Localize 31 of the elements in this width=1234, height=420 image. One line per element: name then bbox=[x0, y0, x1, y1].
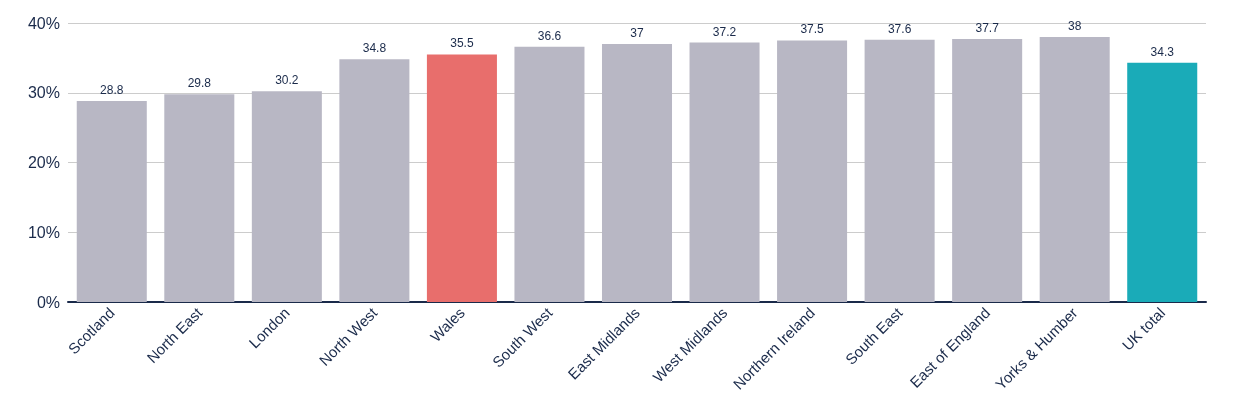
data-label: 37.5 bbox=[800, 22, 825, 37]
data-label: 37.7 bbox=[975, 21, 1000, 36]
bar bbox=[689, 42, 760, 302]
bar bbox=[1039, 36, 1110, 302]
bar bbox=[601, 43, 673, 302]
bar bbox=[952, 39, 1023, 302]
data-label: 30.2 bbox=[275, 73, 299, 88]
bar bbox=[777, 40, 848, 302]
data-label: 37.6 bbox=[887, 21, 912, 36]
bar bbox=[1127, 62, 1198, 302]
data-label: 35.5 bbox=[450, 36, 474, 51]
data-label: 37 bbox=[630, 25, 644, 40]
bar bbox=[164, 94, 235, 302]
bar bbox=[251, 91, 322, 302]
data-label: 38 bbox=[1068, 18, 1082, 33]
y-tick-label: 0% bbox=[36, 293, 60, 311]
data-label: 34.3 bbox=[1150, 44, 1175, 59]
bar bbox=[339, 59, 410, 302]
y-tick-label: 30% bbox=[27, 84, 60, 102]
bar bbox=[514, 46, 585, 302]
y-tick-label: 20% bbox=[27, 154, 60, 171]
bar bbox=[76, 101, 147, 302]
data-label: 34.8 bbox=[362, 41, 387, 56]
y-tick-label: 40% bbox=[27, 14, 60, 32]
data-label: 37.2 bbox=[712, 24, 737, 39]
data-label: 36.6 bbox=[537, 28, 562, 43]
bar bbox=[426, 54, 497, 302]
data-label: 29.8 bbox=[187, 76, 212, 91]
data-label: 28.8 bbox=[100, 83, 124, 98]
y-tick-label: 10% bbox=[27, 223, 60, 241]
bar bbox=[864, 39, 935, 302]
